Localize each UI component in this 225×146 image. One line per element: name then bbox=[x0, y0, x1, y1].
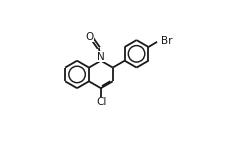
Text: Br: Br bbox=[161, 36, 172, 46]
Text: Cl: Cl bbox=[96, 97, 106, 107]
Text: N: N bbox=[97, 52, 105, 62]
Text: O: O bbox=[86, 32, 94, 42]
